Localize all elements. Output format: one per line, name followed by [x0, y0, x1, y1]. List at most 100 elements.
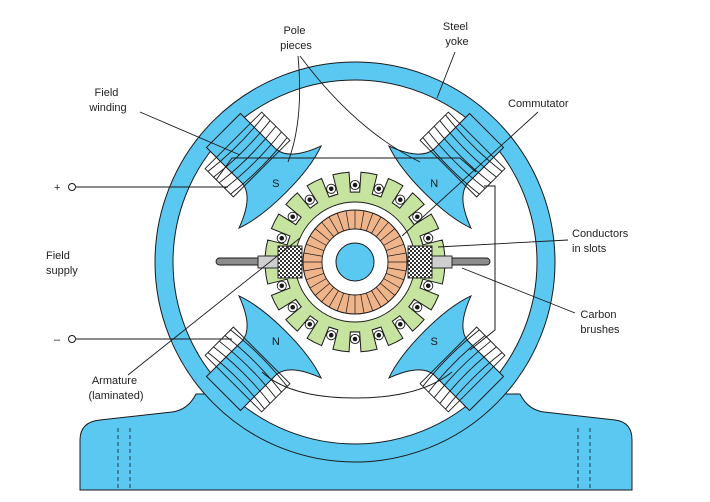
commutator-segment	[345, 294, 350, 314]
brush-holder-left	[257, 255, 281, 269]
conductor-core	[397, 197, 403, 203]
commutator-segment	[380, 282, 396, 296]
armature-group	[215, 171, 491, 353]
commutator-segment	[383, 235, 401, 246]
conductor-core	[425, 235, 431, 241]
commutator	[302, 209, 408, 315]
conductor-core	[352, 182, 358, 188]
conductor-core	[279, 283, 285, 289]
conductor-core	[425, 283, 431, 289]
conductors-in-slots	[272, 179, 438, 345]
field-pole-upper-right: N	[387, 111, 506, 230]
wire-bottom-link	[261, 371, 453, 399]
pole-label: S	[272, 178, 279, 190]
field-pole-lower-left: N	[204, 294, 323, 413]
carbon-brush-left	[277, 245, 303, 279]
conductor-core	[279, 235, 285, 241]
commutator-segment	[387, 267, 407, 272]
commutator-segment	[375, 287, 389, 303]
commutator-segment	[336, 213, 345, 232]
carbon-brush-right	[407, 245, 433, 279]
pole-piece	[387, 112, 505, 230]
commutator-segment	[380, 228, 396, 242]
leader-carbon-brushes	[461, 267, 576, 314]
labels: Pole pieces Steel yoke Field winding Com…	[46, 21, 631, 402]
commutator-segment	[309, 278, 327, 289]
label-pole-pieces: Pole pieces	[280, 25, 312, 52]
commutator-segment	[371, 216, 382, 234]
pole-label: N	[272, 336, 280, 348]
conductor-core	[352, 336, 358, 342]
commutator-segment	[321, 221, 335, 237]
conductor-core	[328, 186, 334, 192]
commutator-segment	[365, 213, 374, 232]
leader-conductors	[437, 239, 569, 248]
conductor-core	[290, 214, 296, 220]
commutator-segment	[385, 272, 404, 281]
leader-commutator	[401, 111, 539, 237]
commutator-segment	[328, 216, 339, 234]
label-steel-yoke: Steel yoke	[443, 21, 471, 48]
commutator-segment	[365, 292, 374, 311]
commutator-segment	[385, 243, 404, 252]
plus-terminal	[68, 183, 76, 191]
commutator-segment	[387, 252, 407, 257]
wire-top-link	[215, 157, 477, 181]
conductor-core	[290, 304, 296, 310]
commutator-segment	[306, 272, 325, 281]
pole-piece	[205, 294, 323, 412]
wire-right-down	[469, 185, 496, 351]
field-winding-coil	[204, 111, 291, 198]
field-winding-coil	[204, 326, 291, 413]
label-plus: +	[54, 182, 60, 194]
commutator-segment	[314, 228, 330, 242]
leader-pole-pieces-right	[299, 55, 421, 163]
leader-steel-yoke	[436, 51, 456, 99]
brush-holder-right	[429, 255, 453, 269]
commutator-segment	[360, 210, 365, 230]
commutator-segment	[360, 294, 365, 314]
conductor-core	[307, 321, 313, 327]
conductor-core	[307, 197, 313, 203]
commutator-segment	[303, 252, 323, 257]
brush-rod-left	[215, 257, 265, 266]
pole-label: S	[431, 336, 438, 348]
commutator-segment	[328, 290, 339, 308]
commutator-segment	[336, 292, 345, 311]
label-field-winding: Field winding	[88, 87, 126, 114]
conductor-core	[328, 332, 334, 338]
minus-terminal	[68, 335, 76, 343]
base-dashed-lines	[117, 428, 591, 490]
leader-pole-pieces-left	[287, 55, 301, 163]
leader-field-winding	[139, 111, 241, 156]
commutator-segment	[303, 267, 323, 272]
commutator-segment	[345, 210, 350, 230]
field-winding-coil	[419, 326, 506, 413]
field-pole-lower-right: S	[387, 294, 506, 413]
label-commutator: Commutator	[508, 98, 569, 110]
carbon-brushes	[215, 245, 491, 279]
commutator-segment	[375, 221, 389, 237]
label-conductors: Conductors in slots	[572, 228, 631, 255]
commutator-segment	[314, 282, 330, 296]
pole-label: N	[430, 178, 438, 190]
leader-armature	[127, 237, 301, 376]
conductor-core	[414, 304, 420, 310]
commutator-segment	[383, 278, 401, 289]
commutator-segment	[371, 290, 382, 308]
field-poles: S N N S	[204, 111, 506, 413]
conductor-core	[397, 321, 403, 327]
field-wiring	[68, 157, 496, 399]
field-winding-coil	[419, 111, 506, 198]
shaft	[335, 242, 375, 282]
conductor-core	[414, 214, 420, 220]
label-armature: Armature (laminated)	[88, 375, 143, 402]
label-carbon-brushes: Carbon brushes	[580, 309, 620, 336]
label-field-supply: Field supply	[46, 250, 78, 277]
conductor-core	[376, 332, 382, 338]
leader-lines	[127, 51, 576, 376]
commutator-segment	[309, 235, 327, 246]
field-pole-upper-left: S	[204, 111, 323, 230]
brush-rod-right	[445, 257, 491, 266]
